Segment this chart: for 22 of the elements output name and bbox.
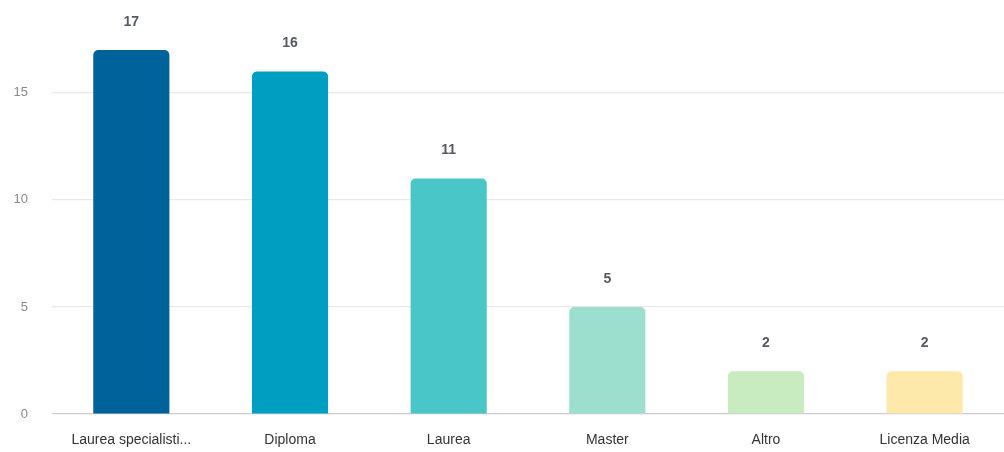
x-tick-label: Diploma — [264, 431, 316, 448]
y-tick-label: 5 — [20, 298, 28, 314]
bar — [569, 306, 646, 414]
x-tick-label: Laurea — [426, 431, 471, 448]
data-label: 2 — [920, 334, 929, 351]
data-label: 16 — [282, 34, 298, 51]
data-label: 11 — [441, 141, 457, 158]
bar — [93, 50, 170, 414]
bar — [886, 371, 963, 414]
x-tick-label: Licenza Media — [879, 431, 971, 448]
data-label: 17 — [123, 13, 140, 29]
data-label: 2 — [762, 334, 771, 351]
y-tick-label: 0 — [20, 405, 28, 421]
bar — [251, 71, 329, 414]
y-tick-label: 10 — [13, 191, 28, 207]
y-tick-label: 15 — [13, 84, 28, 100]
data-label: 5 — [603, 269, 612, 286]
bar — [410, 178, 487, 414]
x-tick-label: Altro — [751, 431, 781, 448]
x-tick-label: Laurea specialisti... — [71, 431, 192, 448]
x-tick-label: Master — [585, 431, 630, 448]
bar — [727, 371, 805, 414]
